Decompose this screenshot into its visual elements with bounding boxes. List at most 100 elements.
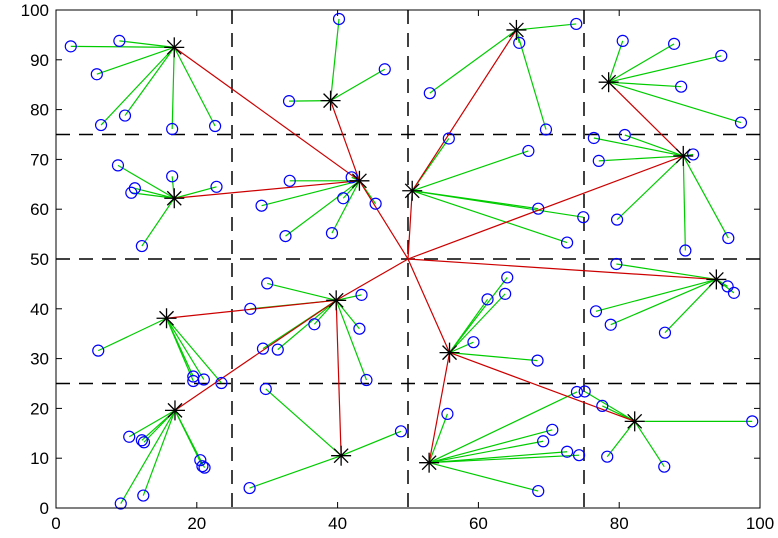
sensor-node-marker (360, 373, 373, 387)
head-link (407, 258, 717, 281)
member-link (624, 134, 684, 157)
x-tick-label: 60 (469, 514, 488, 533)
member-link (634, 421, 665, 467)
sensor-node-marker (279, 229, 292, 243)
member-link (606, 420, 636, 458)
sensor-node-marker (244, 302, 257, 315)
sensor-node-marker (166, 122, 179, 136)
member-link (265, 388, 342, 457)
sensor-node-marker (499, 287, 512, 300)
sensor-node-marker (137, 489, 150, 502)
sensor-node-marker (531, 354, 544, 367)
member-link (174, 186, 217, 199)
sensor-node-marker (592, 154, 605, 167)
cluster-head-stroke (333, 448, 349, 464)
cluster-head-marker (624, 411, 645, 432)
head-link (166, 299, 337, 319)
member-link (340, 430, 402, 457)
head-link (335, 300, 342, 456)
member-link (128, 409, 176, 438)
cluster-head-marker (706, 269, 727, 290)
sensor-node-marker (513, 36, 526, 49)
sensor-node-marker (283, 174, 296, 187)
member-link (335, 300, 368, 381)
member-link (449, 298, 489, 353)
sensor-node-marker (135, 434, 148, 447)
y-tick-label: 10 (30, 449, 49, 468)
member-link (330, 68, 386, 102)
cluster-head-stroke (166, 39, 182, 55)
cluster-head-marker (331, 445, 352, 466)
sensor-node-marker (570, 17, 583, 31)
sensor-node-marker (587, 131, 600, 145)
cluster-head-marker (419, 452, 440, 473)
member-link (608, 43, 675, 83)
cluster-head-stroke (601, 74, 617, 90)
sensor-node-marker (118, 109, 132, 122)
sensor-node-marker (355, 288, 368, 301)
member-link (428, 391, 578, 464)
cluster-head-marker (349, 170, 370, 191)
member-link (142, 410, 176, 496)
sensor-node-marker (394, 425, 408, 438)
sensor-node-marker (589, 305, 603, 318)
cluster-head-marker (164, 37, 185, 58)
cluster-head-stroke (404, 183, 420, 199)
sensor-node-marker (187, 370, 200, 383)
head-link (174, 180, 360, 199)
sensor-node-marker (378, 63, 391, 76)
sensor-nodes (64, 12, 759, 510)
cluster-head-marker (320, 90, 341, 111)
sensor-node-marker (467, 336, 480, 349)
sensor-node-marker (532, 202, 545, 215)
sensor-node-marker (578, 385, 591, 398)
member-link (608, 55, 722, 83)
member-link (285, 180, 360, 237)
y-tick-label: 50 (30, 250, 49, 269)
sensor-node-marker (596, 399, 609, 413)
member-link (267, 282, 337, 301)
sensor-node-marker (210, 180, 223, 193)
sensor-node-marker (137, 436, 151, 449)
sensor-node-marker (198, 461, 211, 474)
sensor-node-marker (114, 497, 127, 510)
sensor-node-marker (282, 95, 296, 108)
sensor-node-marker (727, 286, 741, 299)
sensor-node-marker (92, 344, 105, 357)
sensor-node-marker (353, 322, 366, 335)
y-tick-label: 70 (30, 150, 49, 169)
sensor-node-marker (123, 430, 136, 443)
member-link (412, 190, 584, 218)
sensor-node-marker (111, 159, 125, 172)
member-link (336, 294, 362, 301)
cluster-head-stroke (167, 402, 183, 418)
cluster-head-marker (402, 180, 423, 201)
sensor-node-marker (679, 244, 692, 257)
sensor-node-marker (572, 449, 586, 462)
member-link (165, 318, 194, 377)
y-tick-label: 20 (30, 399, 49, 418)
sensor-node-marker (668, 37, 681, 50)
member-link (124, 46, 175, 116)
member-link (331, 180, 360, 234)
sensor-node-marker (570, 385, 584, 399)
member-link (429, 454, 580, 464)
x-tick-labels: 0 20 40 60 80 100 (51, 514, 774, 533)
member-link (428, 462, 539, 492)
sensor-node-marker (610, 257, 623, 271)
head-link (358, 180, 409, 260)
cluster-head-marker (673, 145, 694, 166)
sensor-node-marker (441, 407, 454, 420)
member-link (174, 410, 206, 468)
sensor-node-marker (442, 132, 455, 145)
sensor-node-marker (601, 450, 614, 463)
sensor-node-marker (113, 34, 126, 47)
cluster-head-stroke (351, 173, 367, 189)
member-link (516, 23, 577, 31)
member-link (608, 40, 624, 83)
sensor-node-marker (369, 197, 382, 210)
cluster-head-stroke (675, 148, 691, 164)
x-tick-label: 0 (51, 514, 60, 533)
sensor-node-marker (337, 192, 350, 205)
member-link (412, 190, 568, 244)
